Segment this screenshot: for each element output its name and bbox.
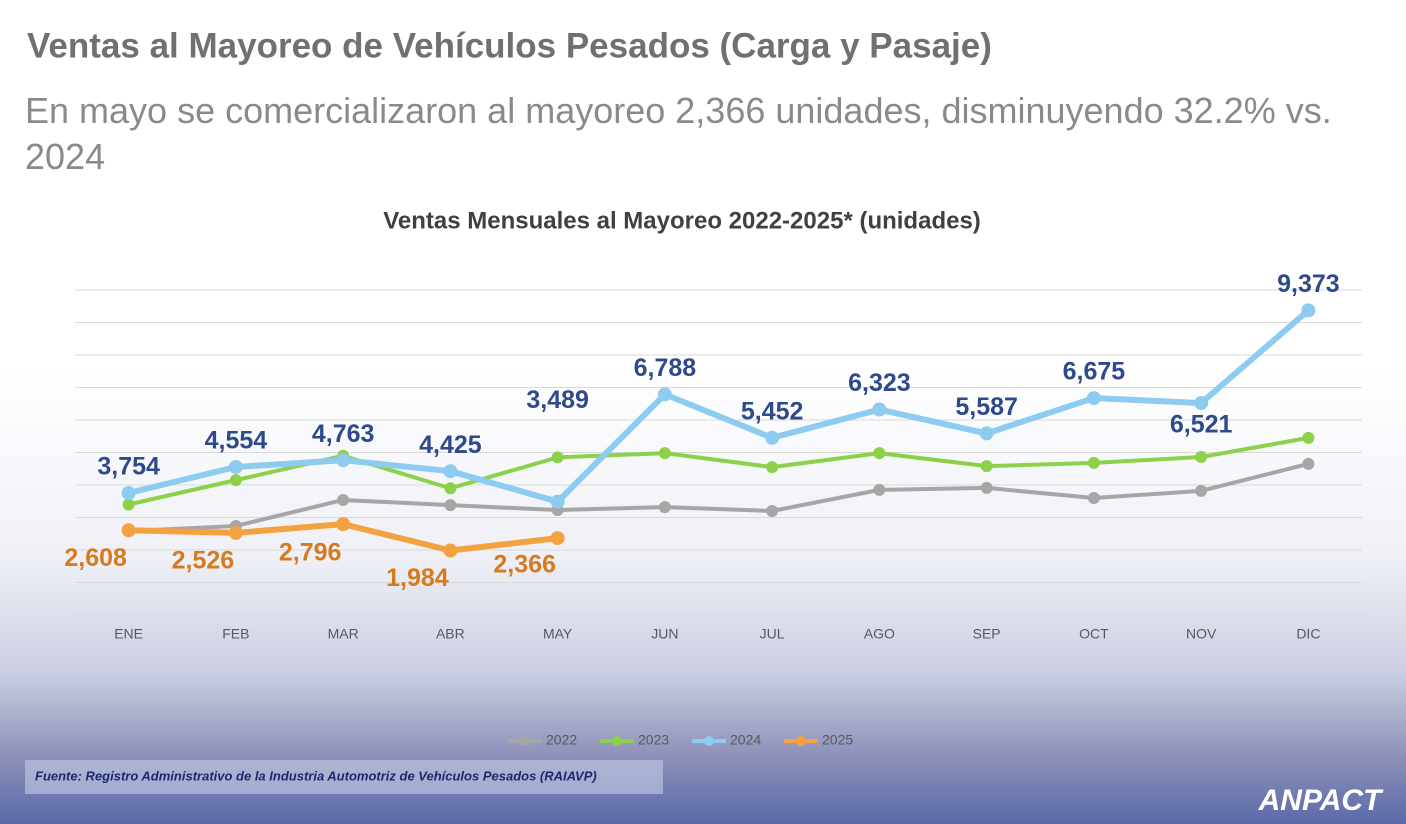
legend-label: 2022	[546, 732, 577, 748]
point	[550, 494, 565, 509]
x-tick-label: SEP	[973, 626, 1001, 642]
data-label: 5,587	[955, 393, 1018, 421]
x-tick-label: OCT	[1079, 626, 1109, 642]
legend-marker	[796, 736, 806, 746]
x-tick-label: DIC	[1296, 626, 1320, 642]
data-label: 4,425	[419, 431, 482, 459]
point	[443, 543, 458, 558]
point	[121, 485, 136, 500]
x-tick-label: MAR	[328, 626, 359, 642]
point	[336, 453, 351, 468]
x-tick-label: ENE	[114, 626, 143, 642]
data-label: 5,452	[741, 397, 804, 425]
point	[980, 460, 993, 473]
point	[873, 483, 886, 496]
point	[1086, 391, 1101, 406]
point	[766, 505, 779, 517]
data-label: 9,373	[1277, 270, 1340, 298]
data-label: 2,608	[64, 544, 127, 572]
point	[228, 525, 243, 540]
data-label: 6,323	[848, 369, 911, 397]
point	[228, 459, 243, 474]
point	[658, 447, 671, 460]
point	[444, 482, 457, 495]
data-label: 6,521	[1170, 411, 1233, 439]
point	[337, 493, 350, 506]
point	[872, 402, 887, 417]
legend-label: 2023	[638, 732, 669, 748]
x-tick-label: MAY	[543, 626, 573, 642]
data-label: 6,788	[634, 354, 697, 382]
line	[128, 461, 1309, 534]
point	[979, 426, 994, 441]
point	[1087, 456, 1100, 469]
point	[551, 451, 564, 464]
point	[1302, 431, 1315, 444]
point	[1302, 457, 1315, 470]
point	[443, 464, 458, 479]
point	[550, 531, 565, 546]
point	[657, 387, 672, 402]
data-label: 1,984	[386, 564, 449, 592]
legend-marker	[704, 736, 714, 746]
legend-label: 2025	[822, 732, 853, 748]
point	[336, 517, 351, 532]
x-tick-label: JUN	[651, 626, 678, 642]
point	[980, 481, 993, 494]
point	[1195, 451, 1208, 464]
point	[121, 523, 136, 538]
data-label: 2,526	[172, 547, 235, 575]
point	[658, 501, 671, 514]
x-tick-label: ABR	[436, 626, 465, 642]
data-label: 4,763	[312, 420, 375, 448]
point	[1087, 492, 1100, 504]
data-label: 4,554	[205, 427, 268, 455]
slide-title: Ventas al Mayoreo de Vehículos Pesados (…	[27, 26, 992, 65]
legend-marker	[612, 736, 622, 746]
point	[766, 461, 779, 474]
x-tick-label: FEB	[222, 626, 249, 642]
subtitle: En mayo se comercializaron al mayoreo 2,…	[25, 90, 1332, 177]
legend-marker	[520, 736, 530, 746]
point	[229, 474, 242, 487]
data-label: 3,489	[526, 386, 589, 414]
point	[122, 498, 135, 511]
point	[1301, 303, 1316, 318]
source: Fuente: Registro Administrativo de la In…	[35, 768, 597, 783]
point	[765, 430, 780, 445]
legend-label: 2024	[730, 732, 761, 748]
point	[873, 447, 886, 460]
subtitle-box: En mayo se comercializaron al mayoreo 2,…	[25, 90, 1332, 177]
data-label: 3,754	[97, 453, 160, 481]
data-label: 2,796	[279, 539, 342, 567]
point	[1194, 396, 1209, 411]
logo: ANPACT	[1258, 784, 1384, 817]
x-tick-label: JUL	[760, 626, 785, 642]
data-label: 2,366	[493, 551, 556, 579]
x-tick-label: NOV	[1186, 626, 1217, 642]
point	[444, 499, 457, 512]
chart-title: Ventas Mensuales al Mayoreo 2022-2025* (…	[383, 207, 981, 234]
line	[127, 308, 1311, 505]
x-tick-label: AGO	[864, 626, 895, 642]
point	[1195, 484, 1208, 497]
source-box	[25, 760, 663, 794]
data-label: 6,675	[1063, 358, 1126, 386]
